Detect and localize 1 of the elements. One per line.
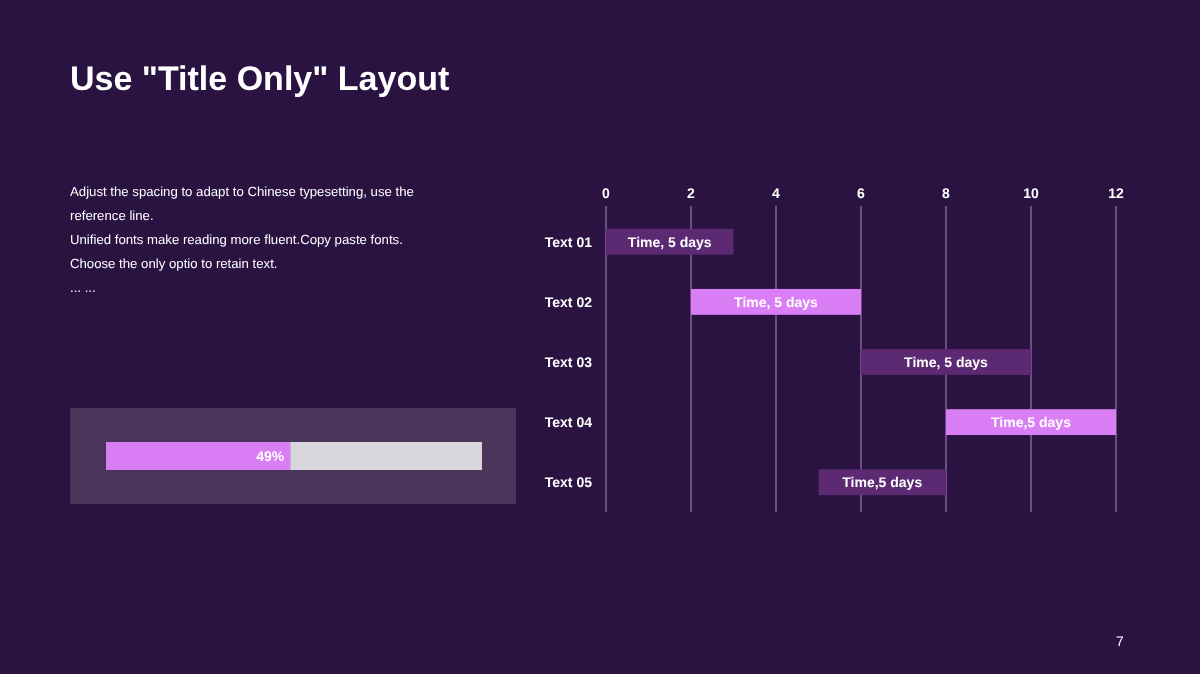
text: Use "Title Only" Layout: [70, 60, 450, 98]
